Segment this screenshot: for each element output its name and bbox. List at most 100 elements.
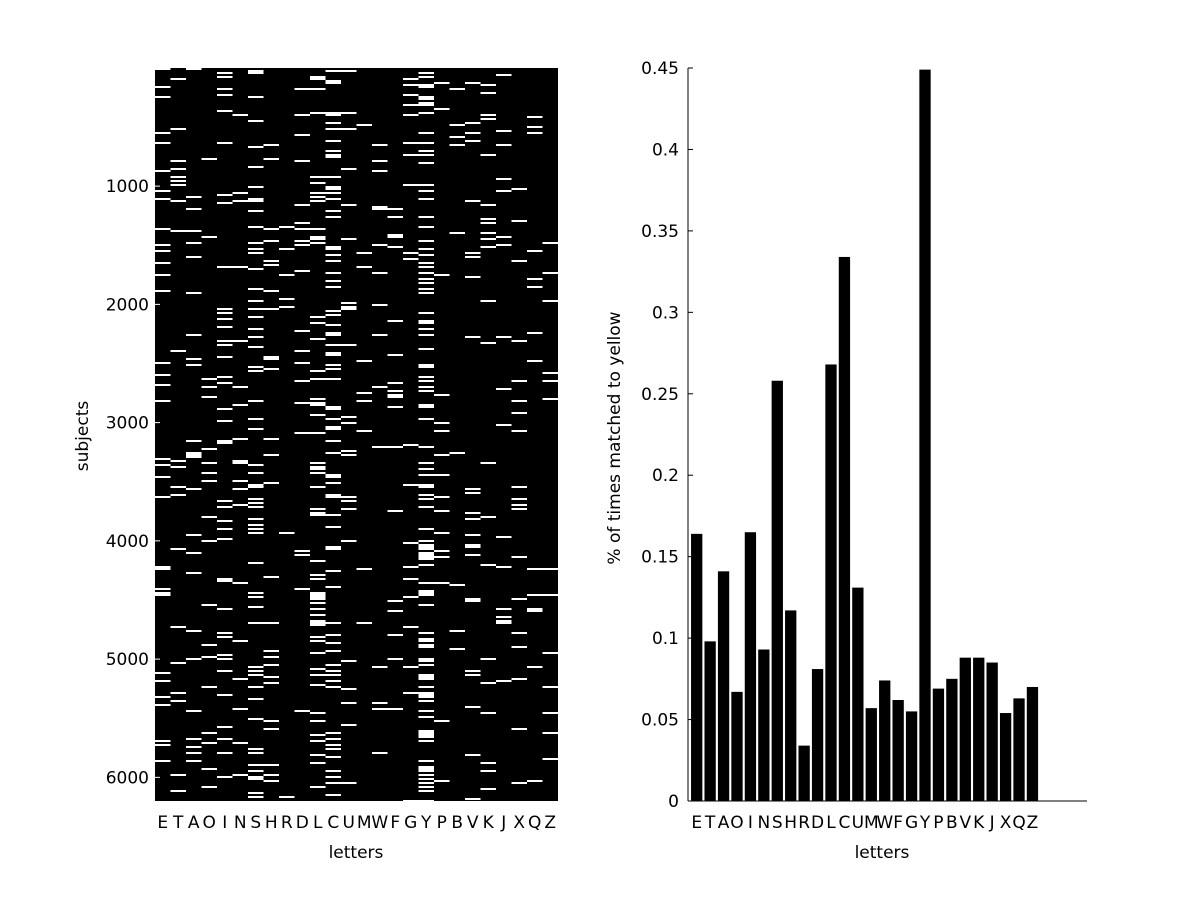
heatmap-cell bbox=[186, 454, 202, 456]
heatmap-cell bbox=[418, 248, 434, 250]
bar-x-tick-label: X bbox=[1000, 813, 1012, 833]
heatmap-cell bbox=[325, 352, 341, 354]
heatmap-x-tick-label: M bbox=[357, 813, 372, 833]
bar-x-tick-label: D bbox=[811, 813, 824, 833]
heatmap-cell bbox=[418, 190, 434, 192]
heatmap-cell bbox=[418, 692, 434, 694]
heatmap-cell bbox=[325, 738, 341, 740]
heatmap-cell bbox=[155, 86, 171, 88]
heatmap-cell bbox=[294, 550, 310, 552]
heatmap-cell bbox=[341, 344, 357, 346]
heatmap-cell bbox=[325, 418, 341, 420]
heatmap-cell bbox=[480, 762, 496, 764]
heatmap-cell bbox=[387, 600, 403, 602]
bar-D bbox=[811, 669, 824, 801]
heatmap-cell bbox=[310, 432, 326, 434]
heatmap-cell bbox=[217, 608, 233, 610]
heatmap-cell bbox=[496, 622, 512, 624]
heatmap-cell bbox=[387, 382, 403, 384]
heatmap-cell bbox=[248, 252, 264, 254]
heatmap-cell bbox=[248, 418, 264, 420]
heatmap-x-tick-label: J bbox=[500, 813, 506, 833]
bar-I bbox=[744, 532, 757, 801]
bar-x-axis-label: letters bbox=[855, 843, 910, 863]
heatmap-cell bbox=[418, 364, 434, 366]
heatmap-cell bbox=[325, 140, 341, 142]
heatmap-cell bbox=[341, 540, 357, 542]
heatmap-cell bbox=[480, 154, 496, 156]
heatmap-cell bbox=[310, 228, 326, 230]
heatmap-cell bbox=[248, 752, 264, 754]
heatmap-cell bbox=[232, 386, 248, 388]
heatmap-cell bbox=[418, 98, 434, 100]
bar-y-tick-label: 0.45 bbox=[641, 59, 679, 79]
heatmap-x-tick-label: U bbox=[343, 813, 355, 833]
heatmap-cell bbox=[418, 112, 434, 114]
heatmap-cell bbox=[217, 776, 233, 778]
heatmap-cell bbox=[186, 256, 202, 258]
heatmap-cell bbox=[356, 622, 372, 624]
heatmap-cell bbox=[248, 792, 264, 794]
heatmap-cell bbox=[310, 734, 326, 736]
heatmap-cell bbox=[155, 228, 171, 230]
heatmap-cell bbox=[279, 796, 295, 798]
heatmap-cell bbox=[217, 538, 233, 540]
heatmap-cell bbox=[170, 774, 186, 776]
heatmap-cell bbox=[325, 246, 341, 248]
heatmap-cell bbox=[418, 376, 434, 378]
heatmap-cell bbox=[465, 554, 481, 556]
heatmap-cells bbox=[155, 68, 558, 802]
heatmap-cell bbox=[170, 662, 186, 664]
bar-x-tick-label: V bbox=[959, 813, 971, 833]
heatmap-x-tick-label: I bbox=[222, 813, 227, 833]
heatmap-x-tick-label: Y bbox=[420, 813, 432, 833]
heatmap-cell bbox=[217, 76, 233, 78]
heatmap-cell bbox=[310, 514, 326, 516]
heatmap-cell bbox=[418, 700, 434, 702]
heatmap-cell bbox=[217, 752, 233, 754]
heatmap-cell bbox=[248, 502, 264, 504]
heatmap-y-tick-label: 4000 bbox=[106, 532, 149, 552]
heatmap-cell bbox=[217, 670, 233, 672]
heatmap-cell bbox=[418, 240, 434, 242]
heatmap-cell bbox=[527, 250, 543, 252]
heatmap-cell bbox=[310, 508, 326, 510]
heatmap-cell bbox=[325, 216, 341, 218]
bar-y-ticks: 0 0.05 0.1 0.15 0.2 0.25 0.3 0.35 0.4 0.45 bbox=[641, 59, 693, 812]
heatmap-cell bbox=[217, 94, 233, 96]
heatmap-cell bbox=[341, 500, 357, 502]
heatmap-cell bbox=[341, 454, 357, 456]
heatmap-cell bbox=[418, 486, 434, 488]
heatmap-cell bbox=[170, 626, 186, 628]
heatmap-cell bbox=[263, 260, 279, 262]
heatmap-cell bbox=[325, 794, 341, 796]
bar-x-tick-label: F bbox=[893, 813, 903, 833]
heatmap-cell bbox=[465, 598, 481, 600]
heatmap-cell bbox=[387, 236, 403, 238]
heatmap-cell bbox=[511, 498, 527, 500]
heatmap-cell bbox=[341, 204, 357, 206]
bar-y-tick-label: 0.4 bbox=[652, 140, 679, 160]
heatmap-cell bbox=[217, 440, 233, 442]
heatmap-cell bbox=[325, 776, 341, 778]
heatmap-cell bbox=[201, 472, 217, 474]
heatmap-cell bbox=[217, 326, 233, 328]
heatmap-cell bbox=[542, 568, 558, 570]
heatmap-x-tick-label: K bbox=[483, 813, 495, 833]
heatmap-cell bbox=[186, 242, 202, 244]
heatmap-cell bbox=[325, 476, 341, 478]
bar-y-tick-label: 0.2 bbox=[652, 466, 679, 486]
heatmap-cell bbox=[217, 528, 233, 530]
heatmap-cell bbox=[217, 738, 233, 740]
heatmap-cell bbox=[325, 634, 341, 636]
bar-x-tick-label: U bbox=[852, 813, 864, 833]
heatmap-cell bbox=[294, 330, 310, 332]
heatmap-cell bbox=[418, 288, 434, 290]
heatmap-cell bbox=[217, 202, 233, 204]
heatmap-cell bbox=[356, 266, 372, 268]
heatmap-cell bbox=[248, 400, 264, 402]
heatmap-cell bbox=[263, 676, 279, 678]
heatmap-y-tick-label: 6000 bbox=[106, 768, 149, 788]
heatmap-x-tick-label: O bbox=[203, 813, 216, 833]
